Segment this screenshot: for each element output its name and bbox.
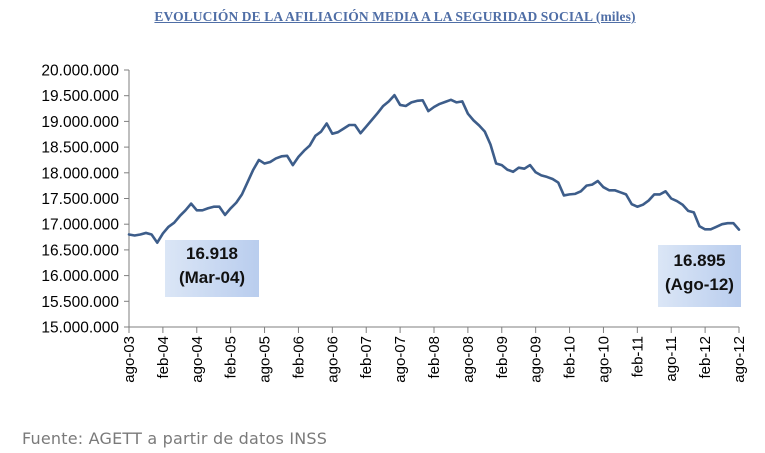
annotation-end-period: (Ago-12) (665, 275, 734, 294)
x-axis: ago-03 feb-04 ago-04 feb-05 ago-05 feb-06 ago-… (121, 326, 748, 383)
y-tick-label: 17.500.000 (41, 191, 119, 208)
x-tick-label: ago-06 (324, 336, 341, 383)
y-tick-label: 16.000.000 (41, 268, 119, 285)
x-tick-label: ago-10 (595, 336, 612, 383)
x-tick-label: ago-09 (528, 336, 545, 383)
annotation-start: 16.918 (Mar-04) (165, 240, 259, 297)
y-tick-label: 20.000.000 (41, 63, 119, 80)
x-tick-label: feb-07 (358, 336, 375, 379)
y-tick-label: 19.500.000 (41, 88, 119, 105)
x-tick-label: feb-06 (290, 336, 307, 379)
y-tick-label: 16.500.000 (41, 242, 119, 259)
y-tick-label: 15.500.000 (41, 294, 119, 311)
x-tick-label: feb-12 (697, 336, 714, 379)
x-tick-label: ago-08 (460, 336, 477, 383)
x-tick-label: ago-07 (392, 336, 409, 383)
y-axis: 15.000.000 15.500.000 16.000.000 16.500.000… (41, 63, 130, 337)
x-tick-label: ago-04 (189, 336, 206, 383)
y-tick-label: 18.500.000 (41, 140, 119, 157)
x-tick-label: feb-05 (223, 336, 240, 379)
y-tick-label: 15.000.000 (41, 320, 119, 337)
annotation-end-value: 16.895 (673, 251, 726, 270)
series-group (127, 93, 741, 244)
x-tick-label: feb-10 (562, 336, 579, 379)
chart-title: EVOLUCIÓN DE LA AFILIACIÓN MEDIA A LA SE… (154, 9, 636, 24)
annotation-start-value: 16.918 (186, 244, 238, 263)
x-tick-label: feb-04 (155, 336, 172, 379)
x-tick-label: ago-05 (257, 336, 274, 383)
x-tick-label: feb-08 (426, 336, 443, 379)
x-tick-label: feb-09 (494, 336, 511, 379)
x-tick-label: ago-11 (663, 336, 680, 382)
annotation-end: 16.895 (Ago-12) (658, 245, 741, 307)
x-tick-label: feb-11 (629, 336, 646, 377)
x-tick-label: ago-03 (121, 336, 138, 383)
series-line-afiliacion (127, 93, 741, 244)
source-note: Fuente: AGETT a partir de datos INSS (22, 429, 328, 448)
y-tick-label: 18.000.000 (41, 165, 119, 182)
y-tick-label: 19.000.000 (41, 114, 119, 131)
annotation-start-period: (Mar-04) (178, 268, 246, 287)
y-tick-label: 17.000.000 (41, 217, 119, 234)
x-tick-label: ago-12 (731, 336, 748, 383)
